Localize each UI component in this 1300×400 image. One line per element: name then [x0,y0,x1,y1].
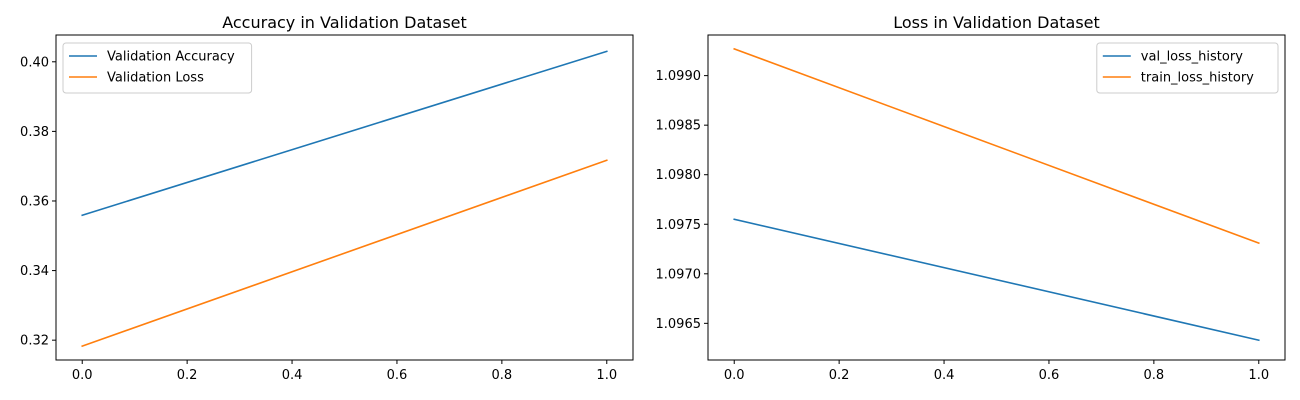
legend: val_loss_history train_loss_history [1096,42,1279,94]
accuracy-chart: Accuracy in Validation Dataset 0.0 0.2 0.4… [20,13,634,383]
y-tick-label: 1.0980 [656,168,702,183]
chart-title: Loss in Validation Dataset [893,13,1100,32]
x-tick-label: 1.0 [596,368,617,383]
series-line-val-loss-history [733,218,1260,342]
legend-label: val_loss_history [1141,50,1243,65]
series-line-validation-accuracy [81,50,608,217]
y-tick-label: 0.32 [20,334,49,349]
legend-box [1096,42,1279,94]
x-tick-label: 0.8 [1144,368,1165,383]
series-line-train-loss-history [733,47,1260,245]
x-tick-label: 1.0 [1248,368,1269,383]
legend-label: Validation Accuracy [107,50,235,65]
y-tick-label: 1.0970 [656,267,702,282]
x-tick-label: 0.8 [492,368,513,383]
x-tick-label: 0.4 [282,368,303,383]
loss-chart: Loss in Validation Dataset 0.0 0.2 0.4 0.6 0… [656,13,1286,383]
y-tick-label: 0.38 [20,125,49,140]
legend-box [62,42,253,94]
axes-frame [707,34,1286,361]
chart-title: Accuracy in Validation Dataset [222,13,467,32]
y-tick-label: 1.0990 [656,69,702,84]
y-tick-label: 1.0985 [656,119,702,134]
legend-label: Validation Loss [107,71,204,86]
series-line-validation-loss [81,159,608,348]
y-tick-label: 0.36 [20,194,49,209]
y-tick-label: 1.0965 [656,317,702,332]
legend-label: train_loss_history [1141,71,1254,86]
y-tick-label: 0.34 [20,264,49,279]
x-tick-label: 0.6 [387,368,408,383]
y-tick-label: 1.0975 [656,218,702,233]
x-tick-label: 0.0 [72,368,93,383]
x-tick-label: 0.2 [177,368,198,383]
x-tick-label: 0.6 [1039,368,1060,383]
x-tick-label: 0.2 [829,368,850,383]
axes-frame [55,34,634,361]
legend: Validation Accuracy Validation Loss [62,42,253,94]
y-tick-label: 0.40 [20,55,49,70]
x-tick-label: 0.4 [934,368,955,383]
x-tick-label: 0.0 [724,368,745,383]
